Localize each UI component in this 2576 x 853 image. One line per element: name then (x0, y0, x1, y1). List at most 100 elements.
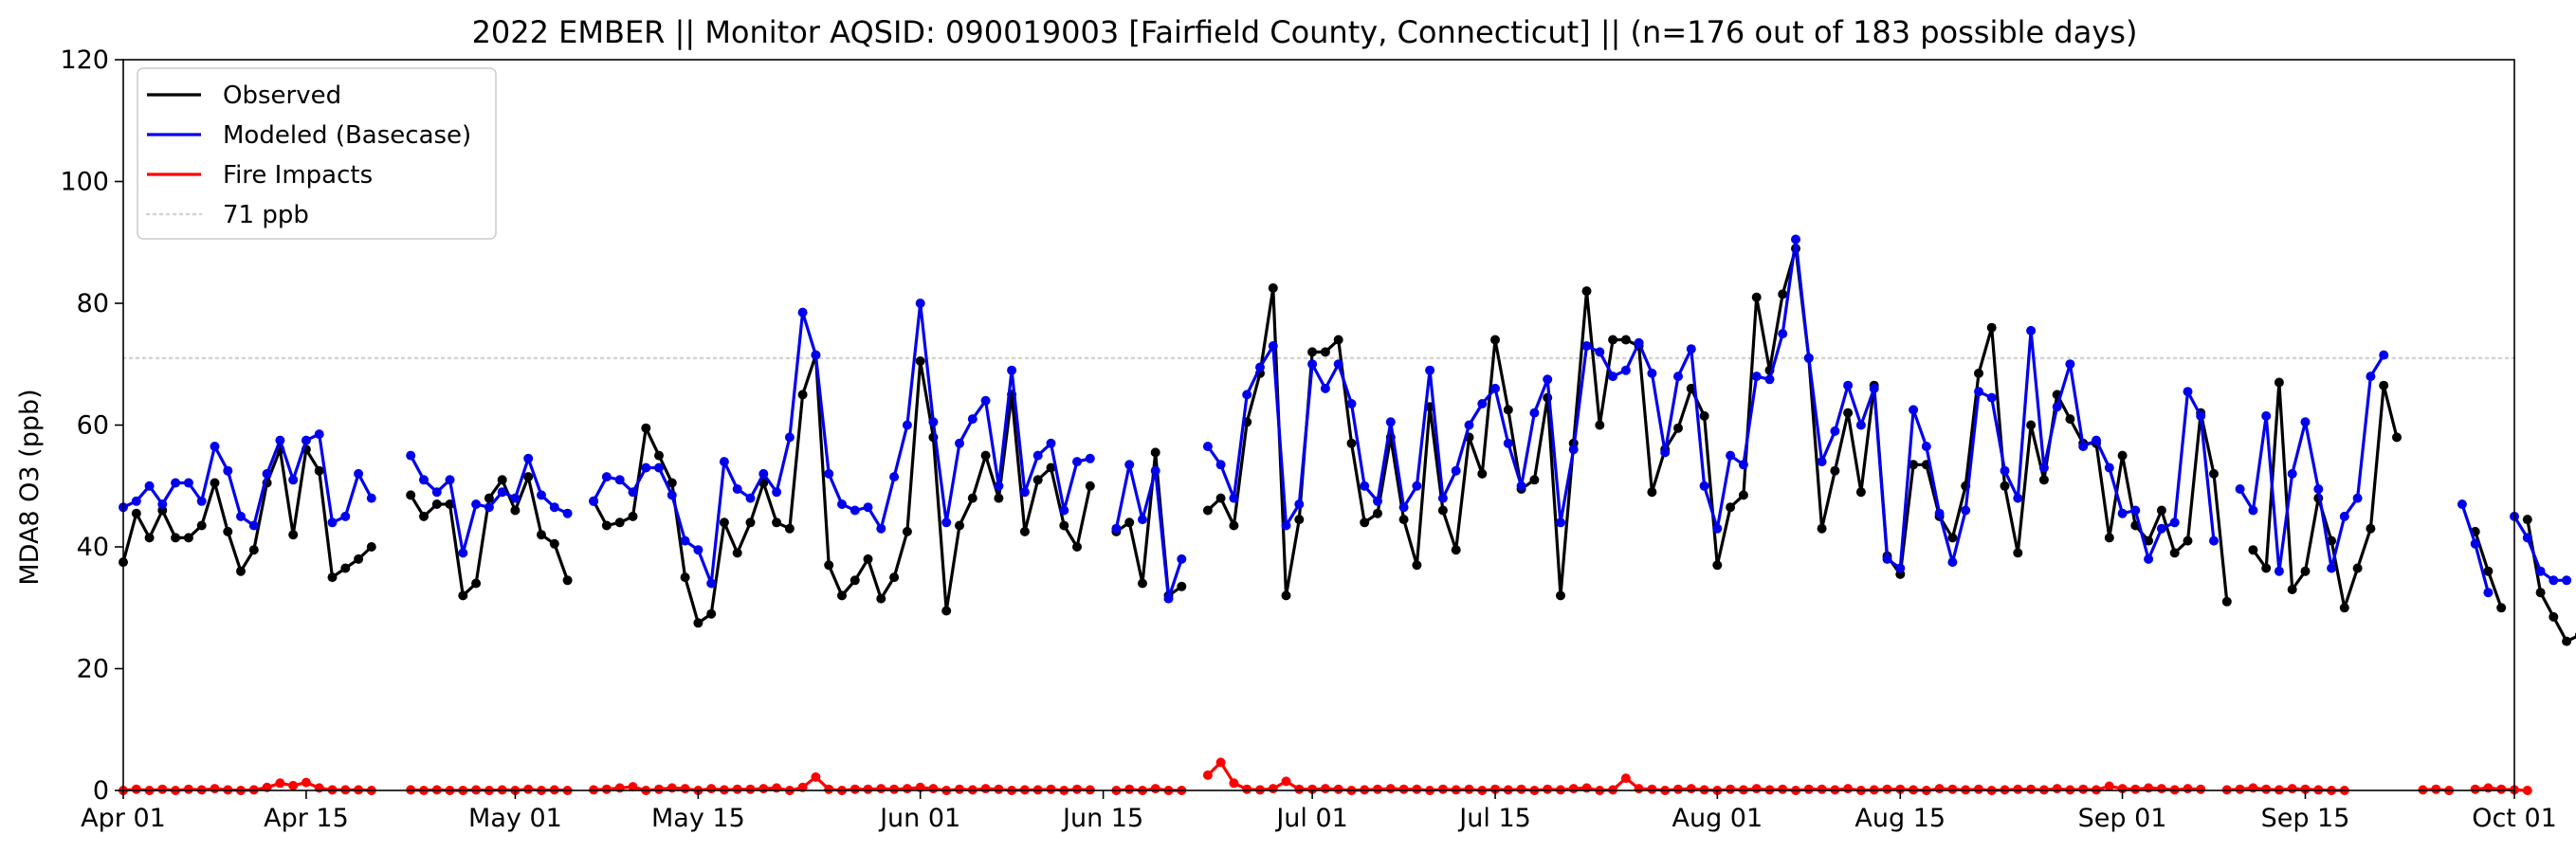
data-point (915, 356, 925, 366)
data-point (967, 493, 977, 503)
data-point (1647, 368, 1657, 378)
data-point (1215, 493, 1226, 503)
data-point (876, 593, 886, 604)
data-point (1503, 405, 1513, 415)
data-point (1451, 545, 1461, 555)
data-point (719, 457, 729, 467)
data-point (1751, 292, 1762, 302)
data-point (994, 481, 1004, 491)
data-point (1751, 784, 1762, 794)
data-point (1974, 784, 1983, 794)
data-point (1437, 784, 1448, 794)
data-point (1202, 442, 1213, 451)
data-point (1373, 508, 1382, 518)
data-point (340, 511, 351, 521)
y-tick-label: 100 (60, 168, 109, 197)
data-point (824, 784, 834, 794)
x-tick-label: Jun 01 (878, 804, 960, 833)
data-point (1947, 784, 1958, 794)
data-point (2144, 535, 2154, 546)
data-point (484, 493, 494, 503)
data-point (458, 548, 468, 558)
data-point (758, 468, 769, 479)
data-point (1895, 784, 1906, 794)
data-point (1215, 460, 1226, 470)
data-point (1229, 520, 1239, 531)
data-point (2496, 603, 2507, 613)
data-point (2052, 784, 2062, 794)
data-point (1634, 337, 1644, 348)
data-point (2104, 533, 2114, 543)
data-point (2235, 484, 2245, 494)
data-point (745, 493, 756, 503)
data-point (2196, 410, 2206, 421)
data-point (667, 478, 677, 488)
data-point (1699, 481, 1709, 491)
data-point (327, 517, 338, 528)
data-point (288, 780, 299, 790)
data-point (628, 487, 638, 498)
data-point (1934, 508, 1945, 518)
data-point (1320, 347, 1330, 357)
data-point (902, 526, 912, 536)
data-point (902, 420, 912, 430)
data-point (1803, 353, 1814, 363)
data-point (2483, 566, 2494, 576)
data-point (2470, 538, 2480, 549)
data-point (1150, 784, 1160, 794)
data-point (732, 548, 742, 558)
data-point (1373, 496, 1382, 506)
data-point (2379, 350, 2389, 360)
data-point (549, 538, 559, 549)
data-point (419, 511, 429, 521)
data-point (1346, 438, 1357, 448)
data-point (2248, 545, 2258, 555)
data-point (693, 545, 703, 555)
x-tick-label: Sep 01 (2078, 804, 2167, 833)
data-point (784, 432, 795, 443)
data-point (1855, 487, 1866, 498)
data-point (301, 777, 311, 788)
data-point (889, 472, 900, 482)
data-point (131, 496, 141, 506)
data-point (628, 511, 638, 521)
data-point (2483, 783, 2494, 793)
data-point (1124, 460, 1135, 470)
data-point (144, 481, 155, 491)
data-point (2144, 783, 2154, 793)
data-point (667, 490, 677, 500)
data-point (1490, 784, 1500, 794)
data-point (2327, 535, 2337, 546)
data-point (889, 784, 900, 794)
data-point (2313, 484, 2324, 494)
data-point (1986, 392, 1997, 403)
data-point (366, 493, 376, 503)
data-point (1333, 335, 1343, 345)
x-tick-label: Jul 01 (1274, 804, 1348, 833)
y-tick-label: 120 (60, 45, 109, 75)
data-point (1947, 533, 1958, 543)
data-point (248, 520, 259, 531)
data-point (628, 782, 638, 792)
data-point (1464, 420, 1474, 430)
data-point (1163, 593, 1174, 604)
data-point (1712, 523, 1723, 534)
data-point (537, 530, 546, 540)
data-point (2169, 548, 2180, 558)
data-point (1595, 420, 1605, 430)
data-point (902, 784, 912, 794)
data-point (719, 517, 729, 528)
data-point (1215, 757, 1226, 768)
x-tick-label: Aug 01 (1672, 804, 1763, 833)
data-point (837, 590, 847, 601)
data-point (157, 499, 168, 509)
data-point (2535, 566, 2546, 576)
data-point (1751, 372, 1762, 382)
data-point (1817, 457, 1827, 467)
data-point (2183, 387, 2193, 397)
data-point (2379, 380, 2389, 390)
data-point (1529, 475, 1540, 485)
data-point (1229, 493, 1239, 503)
data-point (1516, 481, 1526, 491)
data-point (1961, 505, 1971, 516)
